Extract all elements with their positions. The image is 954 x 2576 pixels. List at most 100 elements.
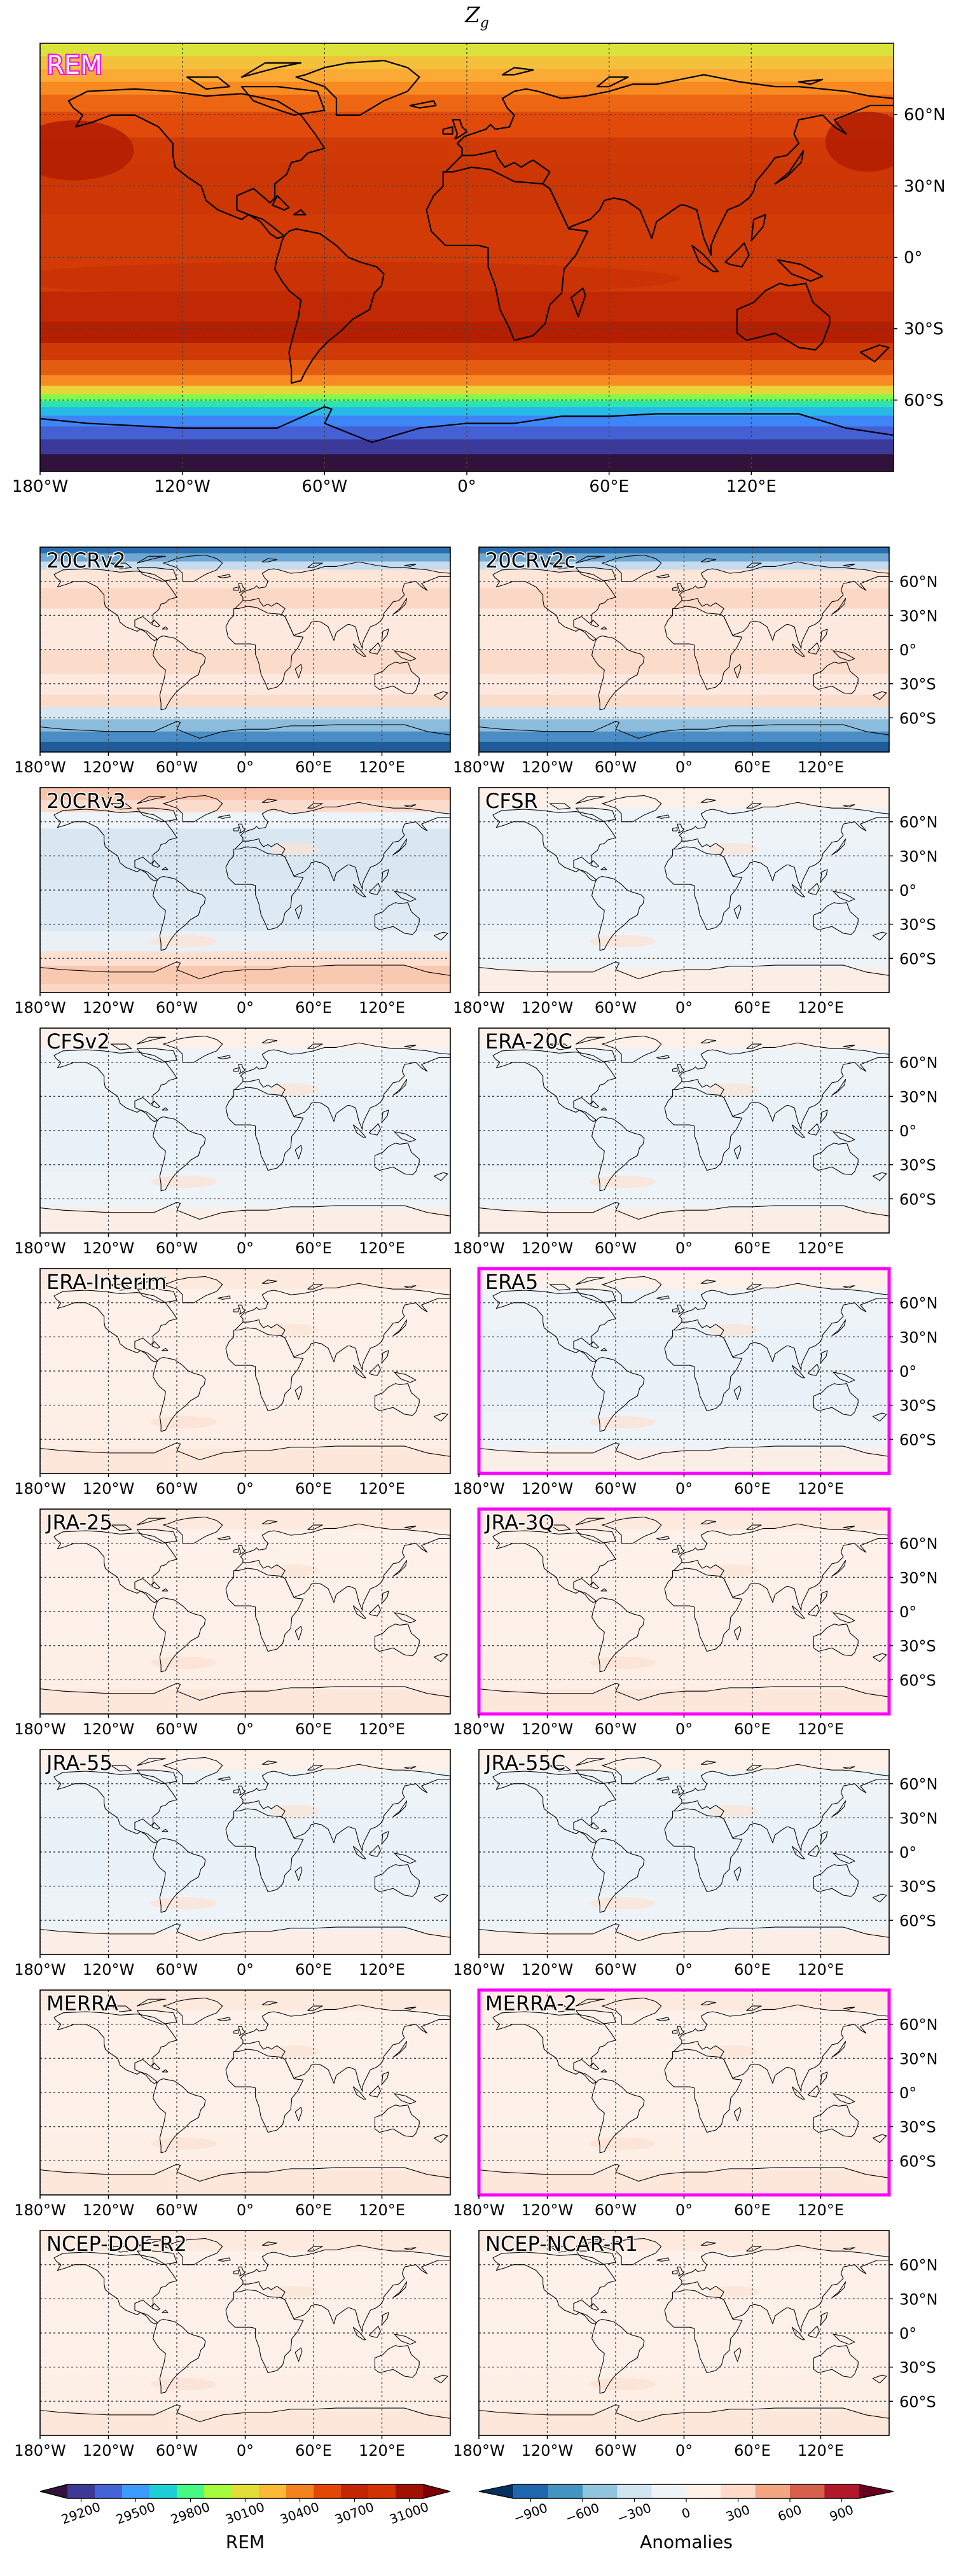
lat-tick-label: 30°N xyxy=(899,1809,938,1827)
colorbar-swatch xyxy=(824,2484,860,2498)
colorbar-swatch xyxy=(513,2484,549,2498)
rem-map-blob xyxy=(40,120,134,181)
lon-tick-label: 0° xyxy=(675,1961,693,1979)
lon-tick-label: 60°W xyxy=(156,1961,198,1979)
lon-tick-label: 180°W xyxy=(453,2442,505,2460)
lon-tick-label: 120°E xyxy=(359,1961,405,1979)
colorbar-tick-label: −900 xyxy=(511,2500,550,2526)
lat-tick-label: 60°N xyxy=(899,1535,938,1553)
anomaly-map-jra-25: JRA-25 xyxy=(39,1508,451,1715)
anomaly-map-era-interim-blob xyxy=(151,1416,217,1429)
anomaly-map-20crv2-band xyxy=(40,650,450,675)
lon-tick-label: 60°E xyxy=(734,1480,771,1498)
lat-tick-label: 60°N xyxy=(899,2257,938,2274)
colorbar-swatch xyxy=(368,2484,396,2498)
anomaly-map-20crv2c-band xyxy=(479,547,889,554)
anomaly-map-merra-2: MERRA-2 xyxy=(477,1988,891,2197)
lon-tick-label: 120°E xyxy=(798,758,844,776)
map-label: MERRA-2 xyxy=(485,1991,577,2016)
lat-tick-label: 60°N xyxy=(899,1295,938,1312)
lon-tick-label: 0° xyxy=(675,2442,693,2460)
map-label: 20CRv3 xyxy=(46,789,126,813)
lon-tick-label: 60°W xyxy=(595,758,637,776)
lon-tick-label: 60°W xyxy=(156,1720,198,1738)
lon-tick-label: 120°E xyxy=(798,999,844,1017)
rem-map-band xyxy=(40,43,894,57)
lon-tick-label: 120°E xyxy=(359,999,405,1017)
anomaly-map-jra-3q: JRA-3Q xyxy=(477,1507,891,1716)
lon-tick-label: 0° xyxy=(675,1720,693,1738)
anomaly-map-merra-blob xyxy=(151,2137,217,2150)
lon-tick-label: 180°W xyxy=(14,2442,66,2460)
colorbar-swatch xyxy=(651,2484,687,2498)
lon-tick-label: 0° xyxy=(237,999,254,1017)
figure-title: Zg xyxy=(465,3,489,31)
lon-tick-label: 0° xyxy=(675,999,693,1017)
anomaly-map-20crv2c-band xyxy=(479,694,889,707)
lat-tick-label: 30°S xyxy=(899,2359,936,2377)
colorbar-tick-label: 29200 xyxy=(59,2499,102,2527)
lat-tick-label: 60°S xyxy=(899,1671,936,1689)
colorbar-swatch xyxy=(67,2484,95,2498)
anomaly-map-20crv2-band xyxy=(40,741,450,752)
lon-tick-label: 0° xyxy=(237,1961,254,1979)
lon-tick-label: 120°W xyxy=(83,1961,135,1979)
lon-tick-label: 120°W xyxy=(522,1480,574,1498)
lon-tick-label: 120°W xyxy=(522,999,574,1017)
anomaly-map-20crv3-blob xyxy=(151,935,217,948)
anomaly-map-era5: ERA5 xyxy=(477,1267,891,1475)
anomaly-map-jra-55c-blob xyxy=(590,1897,656,1910)
colorbar-swatch xyxy=(204,2484,232,2498)
anomaly-map-ncep-ncar-r1-blob xyxy=(709,2285,758,2299)
lon-tick-label: 60°E xyxy=(295,758,332,776)
lon-tick-label: 120°W xyxy=(154,477,210,496)
colorbar-swatch xyxy=(232,2484,259,2498)
colorbar-tick-label: −600 xyxy=(563,2500,602,2526)
anomaly-map-cfsr: CFSR xyxy=(478,787,890,993)
colorbar-swatch xyxy=(755,2484,791,2498)
lon-tick-label: 60°W xyxy=(156,2201,198,2219)
lon-tick-label: 60°E xyxy=(734,758,771,776)
colorbar-swatch xyxy=(122,2484,150,2498)
anomaly-map-ncep-ncar-r1: NCEP-NCAR-R1 xyxy=(478,2230,890,2436)
lon-tick-label: 120°E xyxy=(359,2201,405,2219)
anomaly-map-era-20c: ERA-20C xyxy=(478,1027,890,1234)
lon-tick-label: 120°E xyxy=(359,758,405,776)
anomaly-map-merra-blob xyxy=(270,2045,319,2058)
lat-tick-label: 0° xyxy=(899,641,916,659)
lon-tick-label: 180°W xyxy=(453,1239,505,1257)
lon-tick-label: 0° xyxy=(675,758,693,776)
lon-tick-label: 120°E xyxy=(359,1720,405,1738)
lat-tick-label: 30°N xyxy=(899,847,938,865)
lon-tick-label: 120°W xyxy=(83,2201,135,2219)
map-label: NCEP-DOE-R2 xyxy=(46,2232,187,2256)
anomaly-map-jra-25-blob xyxy=(151,1656,217,1669)
lon-tick-label: 60°E xyxy=(295,999,332,1017)
colorbar-swatch xyxy=(177,2484,205,2498)
colorbar-swatch xyxy=(548,2484,583,2498)
colorbar-swatch xyxy=(341,2484,369,2498)
rem-map-band xyxy=(40,375,894,386)
lon-tick-label: 120°W xyxy=(522,1961,574,1979)
colorbar-swatch xyxy=(859,2484,894,2498)
rem-map-blob xyxy=(825,111,894,172)
lat-tick-label: 60°S xyxy=(899,950,936,968)
lon-tick-label: 180°W xyxy=(453,758,505,776)
lon-tick-label: 60°E xyxy=(734,1720,771,1738)
lat-tick-label: 60°S xyxy=(899,1431,936,1449)
anomaly-map-cfsr-blob xyxy=(709,842,758,856)
lon-tick-label: 120°W xyxy=(522,1239,574,1257)
anomaly-map-jra-3q-blob xyxy=(709,1564,758,1577)
lat-tick-label: 60°S xyxy=(899,1190,936,1208)
lon-tick-label: 120°E xyxy=(798,2442,844,2460)
anomaly-map-ncep-doe-r2-blob xyxy=(270,2285,319,2299)
anomaly-map-20crv2c-band xyxy=(479,741,889,752)
lat-tick-label: 30°N xyxy=(899,2050,938,2068)
lon-tick-label: 120°W xyxy=(83,1720,135,1738)
anomaly-map-20crv2-band xyxy=(40,547,450,554)
anomaly-map-20crv3-band xyxy=(40,951,450,966)
anomaly-map-era-interim-blob xyxy=(270,1323,319,1337)
lon-tick-label: 120°W xyxy=(522,1720,574,1738)
lon-tick-label: 60°E xyxy=(295,2201,332,2219)
